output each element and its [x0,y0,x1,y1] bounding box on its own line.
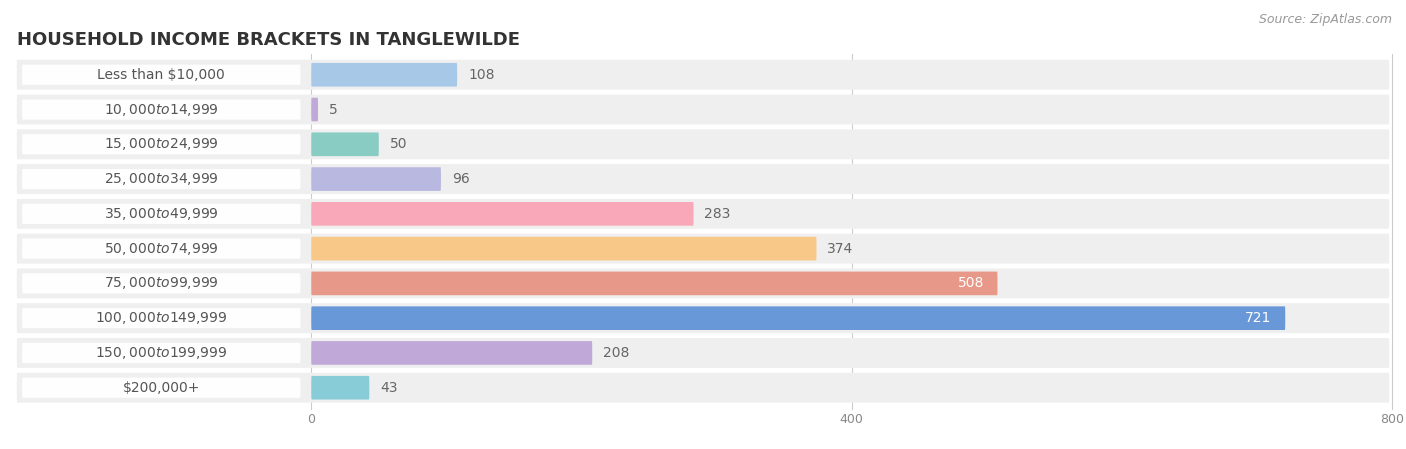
Text: HOUSEHOLD INCOME BRACKETS IN TANGLEWILDE: HOUSEHOLD INCOME BRACKETS IN TANGLEWILDE [17,31,520,48]
Text: $50,000 to $74,999: $50,000 to $74,999 [104,241,219,257]
FancyBboxPatch shape [22,204,301,224]
Text: $100,000 to $149,999: $100,000 to $149,999 [96,310,228,326]
FancyBboxPatch shape [17,373,1389,403]
Text: $15,000 to $24,999: $15,000 to $24,999 [104,136,219,152]
FancyBboxPatch shape [17,269,1389,298]
FancyBboxPatch shape [22,343,301,363]
FancyBboxPatch shape [22,134,301,154]
Text: 721: 721 [1246,311,1271,325]
Text: 50: 50 [389,137,408,151]
Text: $10,000 to $14,999: $10,000 to $14,999 [104,101,219,118]
FancyBboxPatch shape [22,273,301,294]
FancyBboxPatch shape [22,169,301,189]
FancyBboxPatch shape [17,199,1389,229]
Text: $25,000 to $34,999: $25,000 to $34,999 [104,171,219,187]
FancyBboxPatch shape [17,129,1389,159]
Text: 283: 283 [704,207,731,221]
FancyBboxPatch shape [22,65,301,85]
FancyBboxPatch shape [17,338,1389,368]
FancyBboxPatch shape [311,237,817,260]
FancyBboxPatch shape [311,306,1285,330]
FancyBboxPatch shape [22,238,301,259]
FancyBboxPatch shape [311,376,370,400]
FancyBboxPatch shape [17,95,1389,124]
Text: 96: 96 [451,172,470,186]
Text: $150,000 to $199,999: $150,000 to $199,999 [96,345,228,361]
FancyBboxPatch shape [17,60,1389,90]
Text: $35,000 to $49,999: $35,000 to $49,999 [104,206,219,222]
Text: Less than $10,000: Less than $10,000 [97,68,225,82]
FancyBboxPatch shape [311,272,997,295]
FancyBboxPatch shape [311,98,318,121]
FancyBboxPatch shape [17,164,1389,194]
Text: 108: 108 [468,68,495,82]
Text: $200,000+: $200,000+ [122,381,200,395]
FancyBboxPatch shape [22,378,301,398]
FancyBboxPatch shape [22,308,301,328]
Text: 43: 43 [380,381,398,395]
Text: Source: ZipAtlas.com: Source: ZipAtlas.com [1258,13,1392,26]
Text: 208: 208 [603,346,630,360]
FancyBboxPatch shape [311,63,457,87]
Text: 508: 508 [957,277,984,291]
Text: $75,000 to $99,999: $75,000 to $99,999 [104,275,219,291]
FancyBboxPatch shape [311,341,592,365]
FancyBboxPatch shape [311,167,441,191]
FancyBboxPatch shape [311,132,378,156]
Text: 374: 374 [827,242,853,255]
FancyBboxPatch shape [311,202,693,226]
Text: 5: 5 [329,102,337,117]
FancyBboxPatch shape [22,99,301,119]
FancyBboxPatch shape [17,233,1389,264]
FancyBboxPatch shape [17,303,1389,333]
